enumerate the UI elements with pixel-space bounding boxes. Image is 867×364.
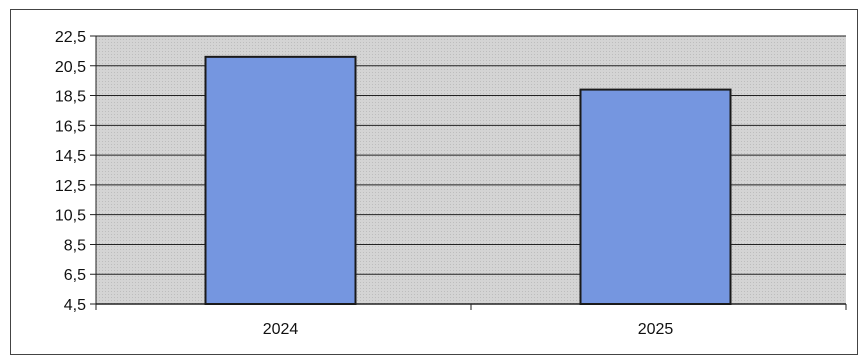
x-tick-label: 2024 xyxy=(263,321,299,338)
y-tick-label: 20,5 xyxy=(55,59,86,76)
bar-2025 xyxy=(579,88,732,305)
y-tick-label: 18,5 xyxy=(55,89,86,106)
bar-2024 xyxy=(204,55,357,305)
y-tick-label: 22,5 xyxy=(55,29,86,46)
x-tick-label: 2025 xyxy=(638,321,674,338)
y-tick-label: 6,5 xyxy=(64,267,86,284)
y-tick-label: 16,5 xyxy=(55,118,86,135)
y-tick-label: 14,5 xyxy=(55,148,86,165)
y-tick-label: 10,5 xyxy=(55,208,86,225)
y-tick-label: 8,5 xyxy=(64,237,86,254)
y-tick-label: 4,5 xyxy=(64,297,86,314)
y-tick-label: 12,5 xyxy=(55,178,86,195)
